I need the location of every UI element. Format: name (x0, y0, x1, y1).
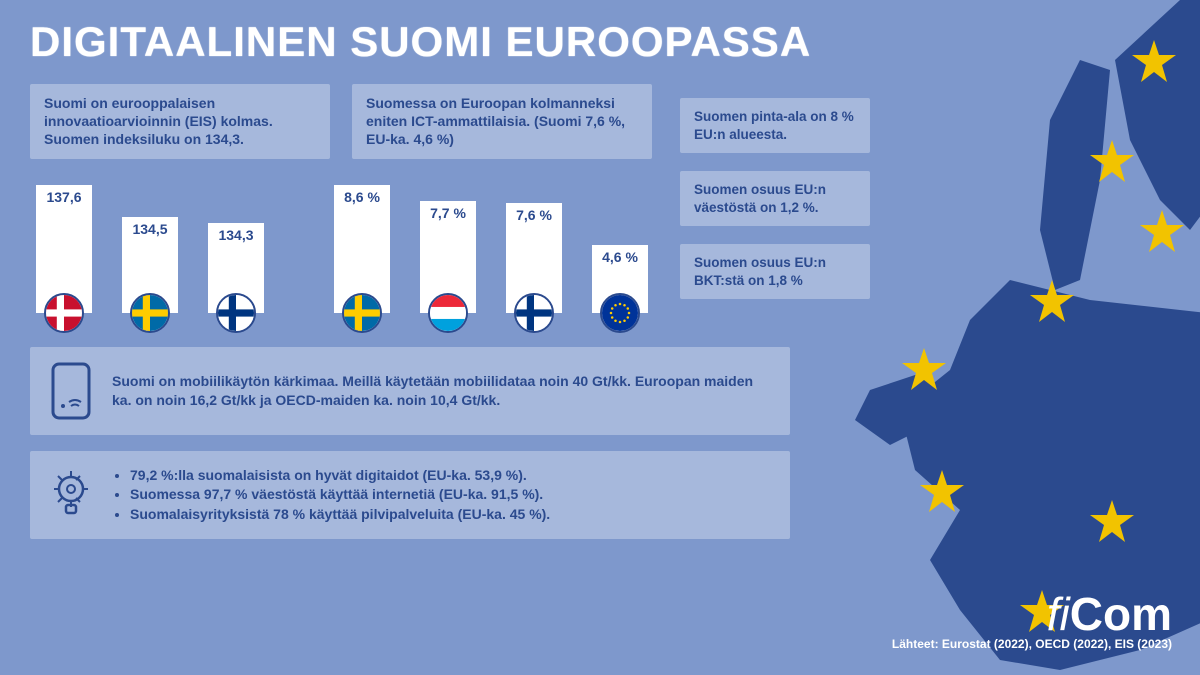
eu-star-icon (920, 470, 964, 514)
mobile-data-box: Suomi on mobiilikäytön kärkimaa. Meillä … (30, 347, 790, 435)
bar-column: 7,6 % (506, 203, 562, 333)
bar-value-label: 7,7 % (430, 205, 466, 221)
bar-value-label: 134,3 (218, 227, 253, 243)
digital-skills-bullet: 79,2 %:lla suomalaisista on hyvät digita… (130, 466, 550, 485)
main-content: DIGITAALINEN SUOMI EUROOPASSA Suomi on e… (30, 18, 840, 555)
flag-eu-icon (600, 293, 640, 333)
eu-star-icon (1132, 40, 1176, 84)
bar-column: 134,5 (122, 217, 178, 333)
bar-column: 7,7 % (420, 201, 476, 333)
eu-star-icon (1140, 210, 1184, 254)
phone-icon (48, 361, 94, 421)
mobile-data-text: Suomi on mobiilikäytön kärkimaa. Meillä … (112, 372, 772, 410)
charts-row: 137,6 134,5 134,3 8,6 % 7,7 % 7,6 % 4,6 % (30, 173, 840, 333)
lightbulb-icon (48, 465, 94, 525)
bar-chart-eis: 137,6 134,5 134,3 (36, 173, 264, 333)
digital-skills-bullet: Suomessa 97,7 % väestöstä käyttää intern… (130, 485, 550, 504)
eu-star-icon (1030, 280, 1074, 324)
bar-value-label: 4,6 % (602, 249, 638, 265)
intro-row: Suomi on eurooppalaisen innovaatioarvioi… (30, 84, 840, 159)
flag-finland-icon (514, 293, 554, 333)
logo-region: fiCom Lähteet: Eurostat (2022), OECD (20… (892, 587, 1172, 651)
digital-skills-text: 79,2 %:lla suomalaisista on hyvät digita… (112, 465, 550, 526)
eu-star-icon (1090, 500, 1134, 544)
digital-skills-box: 79,2 %:lla suomalaisista on hyvät digita… (30, 451, 790, 540)
bar-value-label: 137,6 (46, 189, 81, 205)
bar-value-label: 8,6 % (344, 189, 380, 205)
eu-star-icon (1090, 140, 1134, 184)
bar-column: 4,6 % (592, 245, 648, 333)
sources-text: Lähteet: Eurostat (2022), OECD (2022), E… (892, 637, 1172, 651)
bar-column: 134,3 (208, 223, 264, 333)
digital-skills-bullet: Suomalaisyrityksistä 78 % käyttää pilvip… (130, 505, 550, 524)
ficom-logo: fiCom (892, 587, 1172, 641)
flag-denmark-icon (44, 293, 84, 333)
intro-box-ict: Suomessa on Euroopan kolmanneksi eniten … (352, 84, 652, 159)
flag-finland-icon (216, 293, 256, 333)
bar-chart-ict: 8,6 % 7,7 % 7,6 % 4,6 % (334, 173, 648, 333)
bar-value-label: 134,5 (132, 221, 167, 237)
bar-column: 8,6 % (334, 185, 390, 333)
bar-column: 137,6 (36, 185, 92, 333)
flag-sweden-icon (342, 293, 382, 333)
bar-value-label: 7,6 % (516, 207, 552, 223)
intro-box-eis: Suomi on eurooppalaisen innovaatioarvioi… (30, 84, 330, 159)
flag-luxembourg-icon (428, 293, 468, 333)
page-title: DIGITAALINEN SUOMI EUROOPASSA (30, 18, 840, 66)
flag-sweden-icon (130, 293, 170, 333)
eu-star-icon (902, 348, 946, 392)
